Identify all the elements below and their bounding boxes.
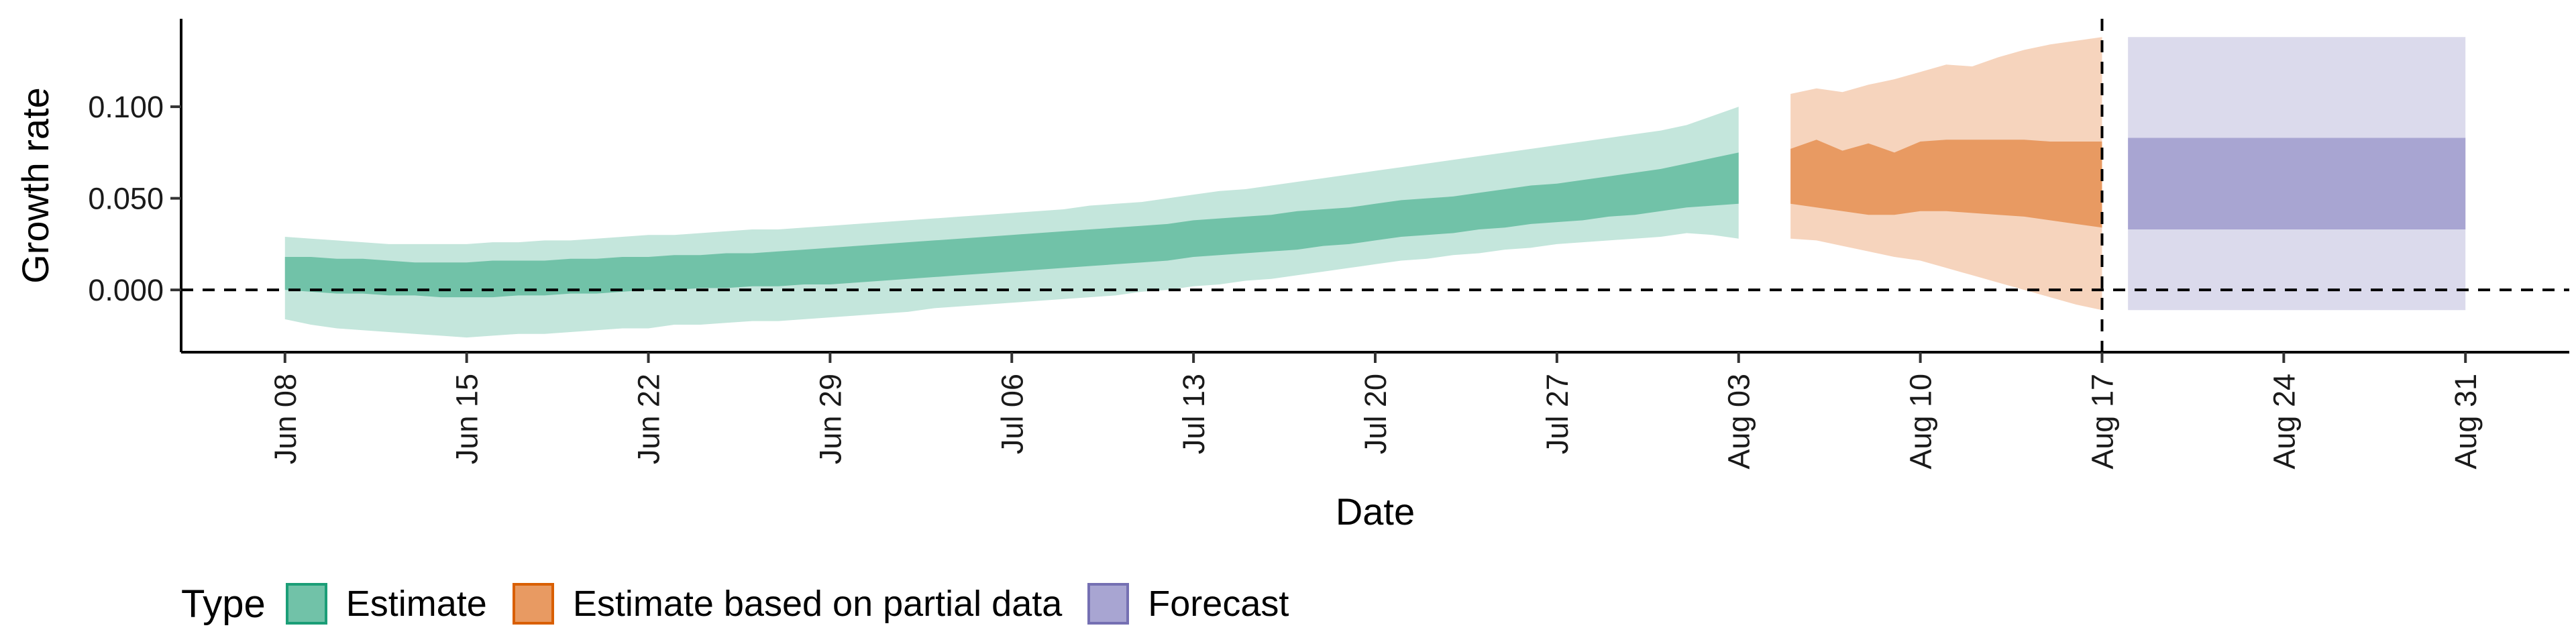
x-axis-title: Date: [1336, 490, 1415, 533]
estimate-band-50: [284, 152, 1739, 298]
x-tick-label: Jul 13: [1177, 374, 1211, 454]
legend: Type Estimate Estimate based on partial …: [181, 574, 1314, 634]
y-tick-label: 0.050: [88, 182, 164, 216]
y-axis-ticks: 0.000 0.050 0.100: [88, 90, 181, 307]
legend-label-estimate: Estimate: [345, 584, 487, 624]
x-tick-label: Aug 24: [2267, 374, 2301, 470]
x-tick-label: Jun 08: [268, 374, 303, 464]
legend-swatch-forecast: [1087, 583, 1130, 625]
x-tick-label: Jul 27: [1540, 374, 1574, 454]
legend-label-forecast: Forecast: [1148, 584, 1289, 624]
legend-item-partial: Estimate based on partial data: [512, 583, 1063, 625]
y-tick-label: 0.100: [88, 90, 164, 124]
legend-item-forecast: Forecast: [1087, 583, 1289, 625]
band-layer: [284, 37, 2466, 338]
legend-title: Type: [181, 582, 266, 626]
forecast-band-50: [2128, 138, 2466, 230]
x-tick-label: Aug 17: [2085, 374, 2119, 470]
legend-item-estimate: Estimate: [285, 583, 487, 625]
y-axis-title: Growth rate: [14, 87, 56, 284]
legend-label-partial: Estimate based on partial data: [572, 584, 1063, 624]
y-tick-label: 0.000: [88, 273, 164, 307]
x-axis-ticks: Jun 08 Jun 15 Jun 22 Jun 29 Jul 06 Jul 13 Jul …: [268, 352, 2483, 470]
x-tick-label: Jun 29: [813, 374, 847, 464]
x-tick-label: Jun 15: [450, 374, 484, 464]
x-tick-label: Jul 20: [1358, 374, 1393, 454]
legend-swatch-estimate: [285, 583, 327, 625]
estimate-based-on-partial-data-band-50: [1790, 140, 2102, 228]
x-tick-label: Aug 31: [2449, 374, 2483, 470]
x-tick-label: Aug 03: [1722, 374, 1756, 470]
x-tick-label: Jun 22: [632, 374, 666, 464]
x-tick-label: Aug 10: [1904, 374, 1938, 470]
x-tick-label: Jul 06: [995, 374, 1029, 454]
legend-swatch-partial: [512, 583, 554, 625]
